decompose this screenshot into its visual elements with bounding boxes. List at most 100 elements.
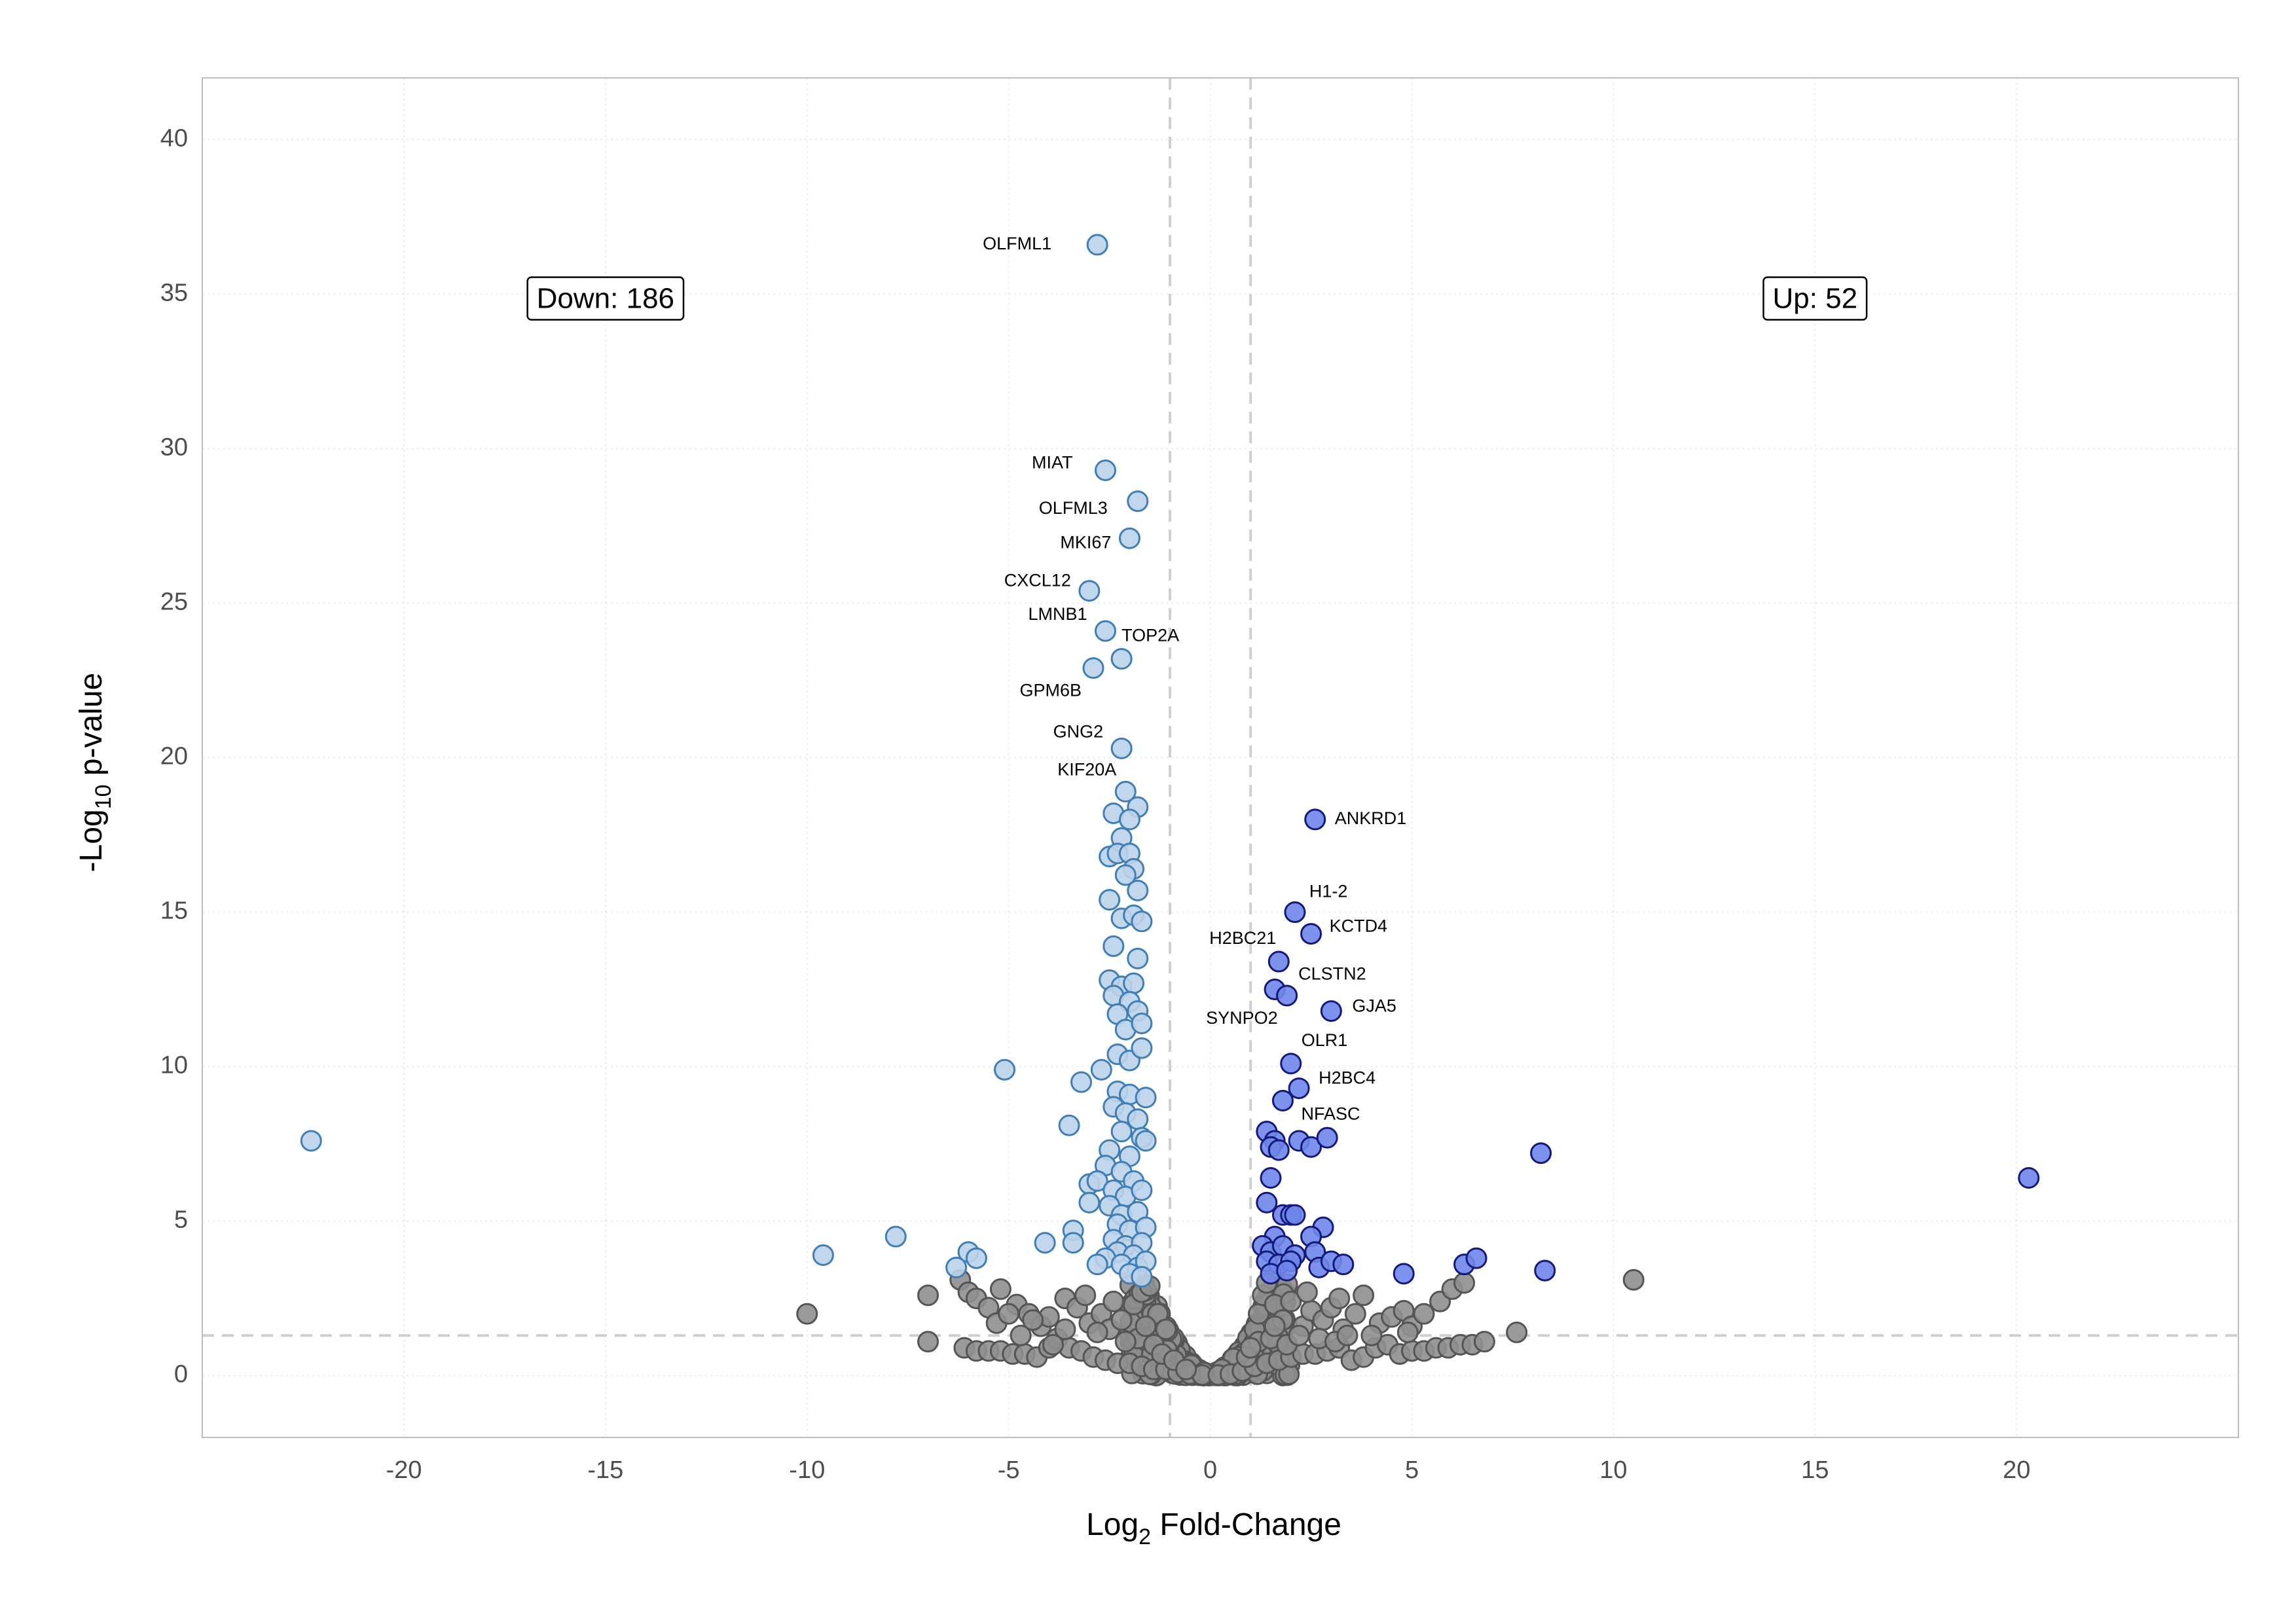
ns-point	[1114, 1331, 1137, 1353]
ns-point	[1264, 1315, 1286, 1337]
ns-point	[1135, 1315, 1157, 1337]
ns-point	[1413, 1303, 1435, 1325]
gene-label: MIAT	[1032, 453, 1073, 473]
up-point	[1276, 984, 1298, 1007]
ns-point	[917, 1331, 939, 1353]
ns-point	[989, 1278, 1011, 1300]
down-count-box: Down: 186	[526, 276, 685, 321]
up-count-label: Up: 52	[1773, 282, 1858, 314]
non-significant-points	[796, 1269, 1645, 1387]
ns-point	[1086, 1322, 1108, 1344]
down-count-label: Down: 186	[537, 282, 674, 314]
ns-point	[1110, 1309, 1133, 1331]
down-point	[1094, 459, 1116, 481]
panel-border	[202, 77, 2239, 1438]
gene-label: KCTD4	[1330, 916, 1388, 936]
down-point	[1123, 972, 1145, 994]
gene-label: KIF20A	[1057, 760, 1116, 780]
down-point	[1086, 234, 1108, 256]
gene-label: MKI67	[1060, 532, 1111, 552]
down-point	[884, 1225, 907, 1248]
x-tick-label: 0	[1203, 1456, 1217, 1484]
x-tick-label: 15	[1801, 1456, 1829, 1484]
down-point	[1131, 1266, 1153, 1288]
x-tick-label: -15	[587, 1456, 623, 1484]
x-tick-label: -20	[386, 1456, 422, 1484]
ns-point	[1396, 1322, 1419, 1344]
x-tick-label: -10	[789, 1456, 825, 1484]
ns-point	[1239, 1337, 1262, 1359]
y-tick-label: 10	[160, 1052, 188, 1079]
ns-point	[1074, 1284, 1097, 1307]
up-point	[1271, 1089, 1294, 1111]
y-axis-title: -Log10 p-value	[74, 673, 116, 873]
ns-point	[796, 1303, 818, 1325]
down-point	[300, 1130, 322, 1152]
y-axis-title-subscript: 10	[91, 784, 116, 809]
x-axis-title-subscript: 2	[1139, 1525, 1151, 1549]
ns-point	[1296, 1281, 1318, 1303]
up-point	[1534, 1259, 1556, 1282]
ns-point	[1506, 1322, 1528, 1344]
down-point	[1135, 1087, 1157, 1109]
up-point	[1267, 950, 1290, 973]
down-count-box-frame	[526, 276, 685, 321]
down-point	[1034, 1232, 1056, 1254]
y-tick-label: 25	[160, 588, 188, 616]
ns-point	[917, 1284, 939, 1307]
upregulated-points	[1252, 808, 2040, 1285]
down-point	[1127, 947, 1149, 969]
y-tick-label: 0	[174, 1361, 188, 1388]
gene-label: NFASC	[1301, 1104, 1360, 1124]
down-point	[945, 1256, 968, 1278]
down-point	[1118, 808, 1140, 831]
ns-point	[1288, 1324, 1310, 1346]
down-point	[1094, 620, 1116, 642]
gene-label: GNG2	[1053, 721, 1104, 741]
gene-label: OLR1	[1302, 1030, 1348, 1050]
x-tick-label: 5	[1405, 1456, 1419, 1484]
up-point	[1465, 1247, 1487, 1269]
up-point	[1280, 1053, 1302, 1075]
y-tick-label: 20	[160, 743, 188, 770]
threshold-lines	[202, 78, 2238, 1437]
down-point	[1082, 657, 1104, 679]
grid-lines	[202, 78, 2238, 1437]
down-point	[812, 1244, 834, 1266]
gene-labels: OLFML1 MIAT OLFML3 MKI67 CXCL12 LMNB1 TOP2A GPM…	[983, 234, 1406, 1124]
gene-label: H2BC4	[1319, 1068, 1376, 1088]
x-axis-title-rest: Fold-Change	[1151, 1507, 1341, 1542]
down-point	[1127, 879, 1149, 901]
ns-point	[1344, 1303, 1366, 1325]
up-point	[1320, 1000, 1342, 1022]
gene-label: H2BC21	[1209, 928, 1276, 948]
ns-point	[1473, 1331, 1495, 1353]
ns-point	[1175, 1358, 1197, 1380]
ns-point	[1353, 1284, 1375, 1307]
down-point	[1135, 1130, 1157, 1152]
gene-label: LMNB1	[1028, 604, 1087, 624]
up-point	[1267, 1139, 1290, 1161]
down-point	[1058, 1114, 1080, 1136]
gene-label: CXCL12	[1004, 571, 1071, 590]
gene-label: OLFML1	[983, 234, 1051, 253]
ns-point	[1054, 1318, 1076, 1341]
down-point	[1114, 864, 1137, 886]
down-point	[1110, 737, 1133, 759]
gene-label: ANKRD1	[1335, 808, 1407, 828]
down-point	[1070, 1071, 1093, 1093]
down-point	[994, 1058, 1016, 1081]
y-tick-label: 30	[160, 433, 188, 461]
down-point	[1078, 580, 1101, 602]
up-point	[1304, 808, 1326, 831]
up-point	[2018, 1166, 2040, 1189]
down-point	[1099, 889, 1121, 911]
x-axis-title: Log2 Fold-Change	[1086, 1507, 1341, 1549]
down-point	[1078, 1191, 1101, 1214]
down-point	[1110, 1121, 1133, 1143]
down-point	[1110, 647, 1133, 670]
up-count-box-frame	[1762, 276, 1868, 321]
ns-point	[1360, 1324, 1383, 1346]
gene-label: GJA5	[1352, 996, 1396, 1016]
